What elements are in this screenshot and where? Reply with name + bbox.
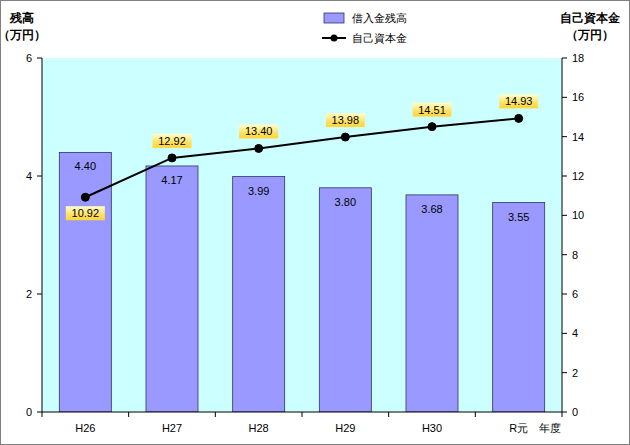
bar xyxy=(233,177,285,412)
y2-tick-label: 10 xyxy=(572,209,584,221)
y-axis-title-line: （万円） xyxy=(0,28,46,42)
y2-tick xyxy=(562,97,567,98)
y-tick xyxy=(37,294,42,295)
x-tick-label: H30 xyxy=(422,422,442,434)
legend-label: 借入金残高 xyxy=(352,12,407,24)
y2-tick-label: 8 xyxy=(572,249,578,261)
bar xyxy=(319,188,371,412)
y2-tick-label: 16 xyxy=(572,91,584,103)
x-tick xyxy=(128,412,129,417)
line-label: 14.93 xyxy=(505,95,533,107)
y2-tick xyxy=(562,372,567,373)
x-tick-label: H29 xyxy=(335,422,355,434)
bar xyxy=(146,166,198,412)
chart: 0 2 4 6 0 2 4 6 8 10 12 14 16 18 4.40 4.17 3.99 3.80 3.68 3… xyxy=(0,0,630,445)
label-highlight xyxy=(239,124,278,138)
bar xyxy=(59,152,111,412)
y-axis-title-line: 残高 xyxy=(9,11,34,25)
marker xyxy=(81,193,89,201)
label-highlight xyxy=(326,113,365,127)
y-axis-title: 残高 （万円） xyxy=(0,11,46,42)
line-label: 10.92 xyxy=(72,207,100,219)
y-tick xyxy=(37,176,42,177)
marker xyxy=(428,123,436,131)
y-tick xyxy=(37,412,42,413)
bar xyxy=(406,195,458,412)
y2-tick xyxy=(562,294,567,295)
x-tick xyxy=(42,412,43,417)
y2-axis-title-line: 自己資本金 xyxy=(560,11,621,25)
y2-tick-label: 0 xyxy=(572,406,578,418)
y-axis xyxy=(42,58,43,412)
legend-label: 自己資本金 xyxy=(352,32,407,44)
label-highlight xyxy=(153,134,192,148)
bar-label: 4.17 xyxy=(161,174,182,186)
line-label: 12.92 xyxy=(158,135,186,147)
line xyxy=(85,118,518,197)
marker xyxy=(515,114,523,122)
y-tick-label: 0 xyxy=(26,406,32,418)
y2-tick-label: 4 xyxy=(572,327,578,339)
legend-swatch xyxy=(324,13,344,23)
legend-marker xyxy=(331,35,338,42)
x-tick-label: H28 xyxy=(249,422,269,434)
y2-tick xyxy=(562,412,567,413)
line-label: 14.51 xyxy=(418,104,446,116)
bar-label: 3.99 xyxy=(248,185,269,197)
y-tick-label: 4 xyxy=(26,170,32,182)
bar xyxy=(493,203,545,412)
x-axis-label: 年度 xyxy=(539,422,561,434)
bar-label: 3.68 xyxy=(421,203,442,215)
data-labels: 4.40 4.17 3.99 3.80 3.68 3.55 10.92 12.92 13.40 1… xyxy=(66,94,538,222)
x-tick xyxy=(562,412,563,417)
label-highlight xyxy=(66,206,105,220)
chart-border xyxy=(1,1,630,445)
y2-tick-label: 18 xyxy=(572,52,584,64)
y-tick-label: 6 xyxy=(26,52,32,64)
y-tick-label: 2 xyxy=(26,288,32,300)
x-tick xyxy=(388,412,389,417)
x-tick-label: R元 xyxy=(509,422,528,434)
x-tick-label: H26 xyxy=(75,422,95,434)
y2-tick xyxy=(562,136,567,137)
label-highlight xyxy=(499,94,538,108)
line-label: 13.98 xyxy=(332,114,360,126)
marker xyxy=(341,133,349,141)
marker xyxy=(168,154,176,162)
plot-area xyxy=(42,58,562,412)
line-label: 13.40 xyxy=(245,125,273,137)
bar-label: 3.80 xyxy=(335,196,356,208)
y2-axis-title: 自己資本金 （万円） xyxy=(560,11,621,42)
marker xyxy=(255,144,263,152)
x-tick xyxy=(475,412,476,417)
y2-axis-title-line: （万円） xyxy=(566,28,614,42)
y2-tick-label: 14 xyxy=(572,131,584,143)
y-tick xyxy=(37,58,42,59)
y2-tick xyxy=(562,58,567,59)
y2-tick-label: 6 xyxy=(572,288,578,300)
x-tick xyxy=(215,412,216,417)
label-highlight xyxy=(413,103,452,117)
y2-tick xyxy=(562,254,567,255)
x-tick-label: H27 xyxy=(162,422,182,434)
y2-tick xyxy=(562,176,567,177)
marks xyxy=(59,114,544,412)
y2-tick xyxy=(562,215,567,216)
x-tick xyxy=(302,412,303,417)
legend: 借入金残高自己資本金 xyxy=(322,12,407,44)
bar-label: 3.55 xyxy=(508,211,529,223)
y2-tick xyxy=(562,333,567,334)
y2-tick-label: 2 xyxy=(572,367,578,379)
y2-tick-label: 12 xyxy=(572,170,584,182)
bar-label: 4.40 xyxy=(75,160,96,172)
y2-axis xyxy=(562,58,563,412)
